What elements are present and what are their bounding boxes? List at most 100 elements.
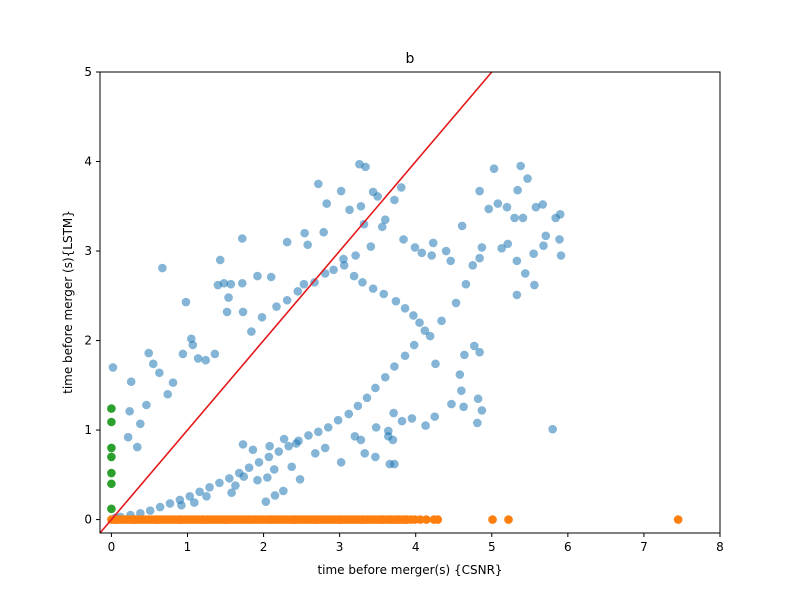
x-tick-label: 5 [488,540,496,554]
blue-point [222,307,232,317]
blue-point [379,289,389,299]
blue-point [502,202,512,212]
blue-point [144,348,153,358]
blue-point [396,183,406,192]
blue-point [336,457,346,467]
blue-point [477,406,487,415]
blue-point [457,386,466,395]
x-tick-label: 8 [716,540,724,554]
blue-point [447,399,456,409]
blue-point [461,279,471,289]
x-tick-label: 1 [184,540,192,554]
blue-point [373,192,382,201]
blue-point [123,432,133,442]
blue-point [539,241,548,250]
blue-point [329,265,338,275]
blue-point [390,195,399,205]
blue-point [475,347,484,357]
blue-point [359,219,369,229]
blue-point [399,235,408,244]
blue-point [353,401,363,411]
blue-point [238,307,248,317]
blue-point [310,449,320,458]
green-point [107,452,116,462]
blue-point [351,251,360,260]
blue-point [254,457,264,467]
blue-point [175,495,185,505]
blue-point [541,231,551,241]
y-tick-label: 3 [84,244,92,258]
x-axis-label: time before merger(s) {CSNR} [317,563,502,577]
green-point [107,504,116,514]
green-point [107,417,116,427]
blue-point [333,415,343,425]
blue-point [400,351,410,361]
blue-point [460,350,469,360]
blue-point [407,414,417,423]
blue-point [529,249,538,259]
blue-point [538,200,548,209]
blue-point [556,251,566,260]
blue-point [400,304,410,313]
series-orange-points [107,515,683,524]
blue-point [155,368,164,378]
blue-point [322,199,331,208]
blue-point [455,370,465,379]
blue-point [415,318,424,327]
blue-point [142,400,151,410]
blue-point [219,278,229,288]
blue-point [178,349,188,359]
blue-point [489,164,499,173]
blue-point [428,238,438,248]
blue-point [304,431,313,440]
plot-area [100,72,720,533]
blue-point [225,474,234,483]
blue-point [270,491,280,500]
blue-point [155,502,165,512]
blue-point [339,261,349,270]
y-tick-label: 2 [84,334,92,348]
blue-point [265,441,274,451]
blue-point [336,186,346,196]
blue-point [388,435,398,445]
blue-point [518,213,528,223]
blue-point [125,406,134,416]
blue-point [349,271,359,281]
green-point [107,479,116,489]
blue-point [425,331,435,341]
blue-point [344,409,354,419]
blue-point [380,215,390,224]
blue-point [215,255,225,265]
reference-line-group [99,71,493,534]
blue-point [391,296,401,306]
chart-title: b [406,51,415,67]
blue-point [437,316,446,326]
blue-point [380,372,390,382]
blue-point [279,486,288,496]
blue-point [320,443,330,453]
reference-line [99,71,493,534]
blue-point [520,269,530,278]
y-tick-label: 1 [84,423,92,437]
blue-point [247,327,256,336]
blue-point [201,355,211,365]
blue-point [360,449,370,458]
y-ticks: 0 1 2 3 4 5 [84,65,100,527]
blue-point [158,263,167,273]
blue-point [310,278,319,287]
blue-point [441,246,451,256]
blue-point [145,506,155,515]
blue-point [314,427,323,437]
blue-point [272,302,281,311]
blue-point [368,284,378,293]
blue-point [284,441,293,451]
blue-point [371,423,381,432]
blue-point [475,253,484,263]
blue-point [148,359,158,369]
blue-point [410,243,420,252]
blue-point [181,297,191,307]
blue-point [257,312,267,322]
blue-point [294,436,303,446]
blue-point [188,340,198,350]
